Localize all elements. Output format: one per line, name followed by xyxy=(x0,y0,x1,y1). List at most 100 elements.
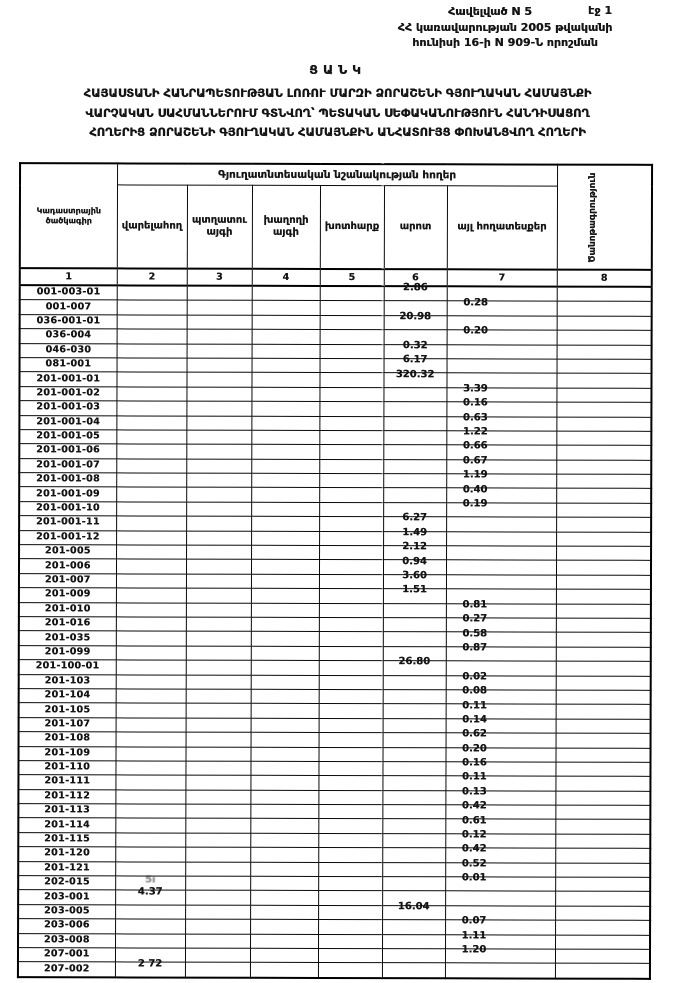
table-row: 201-108 0.62 xyxy=(18,729,651,748)
area-value-cell xyxy=(115,818,186,833)
cadastral-code: 201-103 xyxy=(44,674,91,687)
area-value-cell xyxy=(250,789,319,805)
area-value: 0.66 xyxy=(462,440,488,452)
cadastral-code: 201-001-09 xyxy=(36,487,100,500)
area-value-cell xyxy=(318,761,383,776)
area-value-cell xyxy=(116,401,187,416)
note-cell xyxy=(556,344,652,360)
note-cell xyxy=(556,301,652,317)
cadastral-code: 207-002 xyxy=(43,962,90,974)
area-value-cell xyxy=(186,343,252,359)
area-value-cell xyxy=(319,401,384,417)
area-value-cell: 0.20 xyxy=(446,326,557,345)
note-cell xyxy=(556,445,652,461)
cadastral-code: 201-001-04 xyxy=(36,415,101,428)
area-value-cell xyxy=(115,559,187,574)
cadastral-code: 201-001-06 xyxy=(36,444,100,456)
area-value-cell xyxy=(250,876,319,891)
column-group-header-agricultural-lands: Գյուղատնտեսական նշանակության հողեր xyxy=(117,163,558,187)
area-value: 1.19 xyxy=(462,469,488,481)
area-value-cell xyxy=(251,358,320,373)
cadastral-code: 203-006 xyxy=(43,919,90,931)
area-value-cell xyxy=(250,861,319,877)
area-value-cell xyxy=(250,689,319,704)
area-value-cell xyxy=(383,488,447,503)
cadastral-code-cell: 201-121 xyxy=(18,861,116,876)
cadastral-code-cell: 036-004 xyxy=(19,328,117,344)
area-value-cell xyxy=(251,502,320,517)
area-value-cell xyxy=(115,847,186,862)
area-value-cell xyxy=(318,804,383,820)
area-value-cell xyxy=(185,746,251,762)
cadastral-code-cell: 201-001-06 xyxy=(19,443,117,459)
area-value-cell xyxy=(319,444,384,460)
cadastral-code-cell: 201-007 xyxy=(18,573,116,589)
column-header-cadastral-code: Կադաստրային ծածկագիր xyxy=(19,163,118,269)
area-value-cell xyxy=(116,516,187,531)
cadastral-code: 201-009 xyxy=(44,588,91,600)
area-value-cell xyxy=(185,660,251,675)
area-value-cell xyxy=(116,372,187,387)
cadastral-code: 036-001-01 xyxy=(36,315,101,327)
cadastral-code-cell: 201-001-04 xyxy=(19,415,117,430)
table-header: Կադաստրային ծածկագիր Գյուղատնտեսական նշա… xyxy=(19,163,653,287)
area-value-cell xyxy=(318,862,383,877)
area-value-cell xyxy=(184,948,251,963)
table-row: 207-002 2 72 xyxy=(17,958,650,979)
area-value-cell: 0.01 xyxy=(445,873,556,892)
cadastral-code-cell: 203-005 xyxy=(18,904,116,920)
area-value-cell xyxy=(383,444,447,460)
cadastral-code-cell: 201-009 xyxy=(18,587,116,603)
area-value-cell xyxy=(185,732,251,747)
area-value-cell xyxy=(382,617,446,633)
area-value: 5ı xyxy=(144,874,156,886)
area-value: 0.13 xyxy=(461,786,487,798)
cadastral-code-cell: 203-008 xyxy=(18,933,116,948)
area-value-cell xyxy=(381,948,446,964)
area-value-cell xyxy=(186,516,252,531)
note-cell xyxy=(555,862,651,878)
cadastral-code-cell: 201-112 xyxy=(18,789,116,804)
area-value: 0.02 xyxy=(462,671,487,683)
cadastral-code: 202-015 xyxy=(44,876,90,888)
area-value: 3.60 xyxy=(402,570,427,582)
area-value: 0.40 xyxy=(462,483,488,496)
note-cell xyxy=(555,574,651,590)
column-number: 2 xyxy=(116,268,187,286)
cadastral-code-cell: 201-005 xyxy=(19,544,117,560)
note-cell xyxy=(555,704,651,720)
area-value-cell xyxy=(115,588,186,603)
cadastral-code-cell: 201-099 xyxy=(18,645,116,661)
note-cell xyxy=(555,618,651,633)
area-value-cell xyxy=(319,315,384,330)
note-cell xyxy=(555,690,651,705)
area-value: 0.19 xyxy=(462,498,488,510)
area-value-cell xyxy=(383,473,447,489)
area-value-cell xyxy=(251,285,320,301)
area-value-cell xyxy=(116,429,187,445)
area-value-cell xyxy=(251,444,320,460)
area-value-cell xyxy=(382,790,446,805)
table-row: 201-100-01 26.80 xyxy=(18,657,651,676)
area-value-cell xyxy=(115,616,186,632)
area-value-cell xyxy=(115,775,186,790)
decree-reference-line-2: հունիսի 16-ի N 909-Ն որոշման xyxy=(412,36,598,49)
cadastral-code-cell: 036-001-01 xyxy=(19,314,117,330)
area-value-cell xyxy=(318,703,383,719)
area-value-cell xyxy=(185,832,251,848)
note-cell xyxy=(555,934,651,950)
note-cell xyxy=(556,474,652,489)
cadastral-code-cell: 201-010 xyxy=(18,602,116,617)
cadastral-code-cell: 201-001-10 xyxy=(19,501,117,517)
note-cell xyxy=(555,776,651,791)
table-row: 036-001-01 20.98 xyxy=(19,311,652,331)
area-value-cell xyxy=(318,660,383,676)
area-value-cell xyxy=(318,574,383,589)
column-header-other-land-types: այլ հողատեսքեր xyxy=(446,185,558,270)
area-value-cell xyxy=(319,487,384,503)
note-cell xyxy=(556,416,652,432)
area-value-cell xyxy=(319,516,384,532)
area-value-cell: 1.20 xyxy=(444,944,556,964)
area-value-cell xyxy=(115,919,186,934)
area-value-cell xyxy=(445,891,556,906)
